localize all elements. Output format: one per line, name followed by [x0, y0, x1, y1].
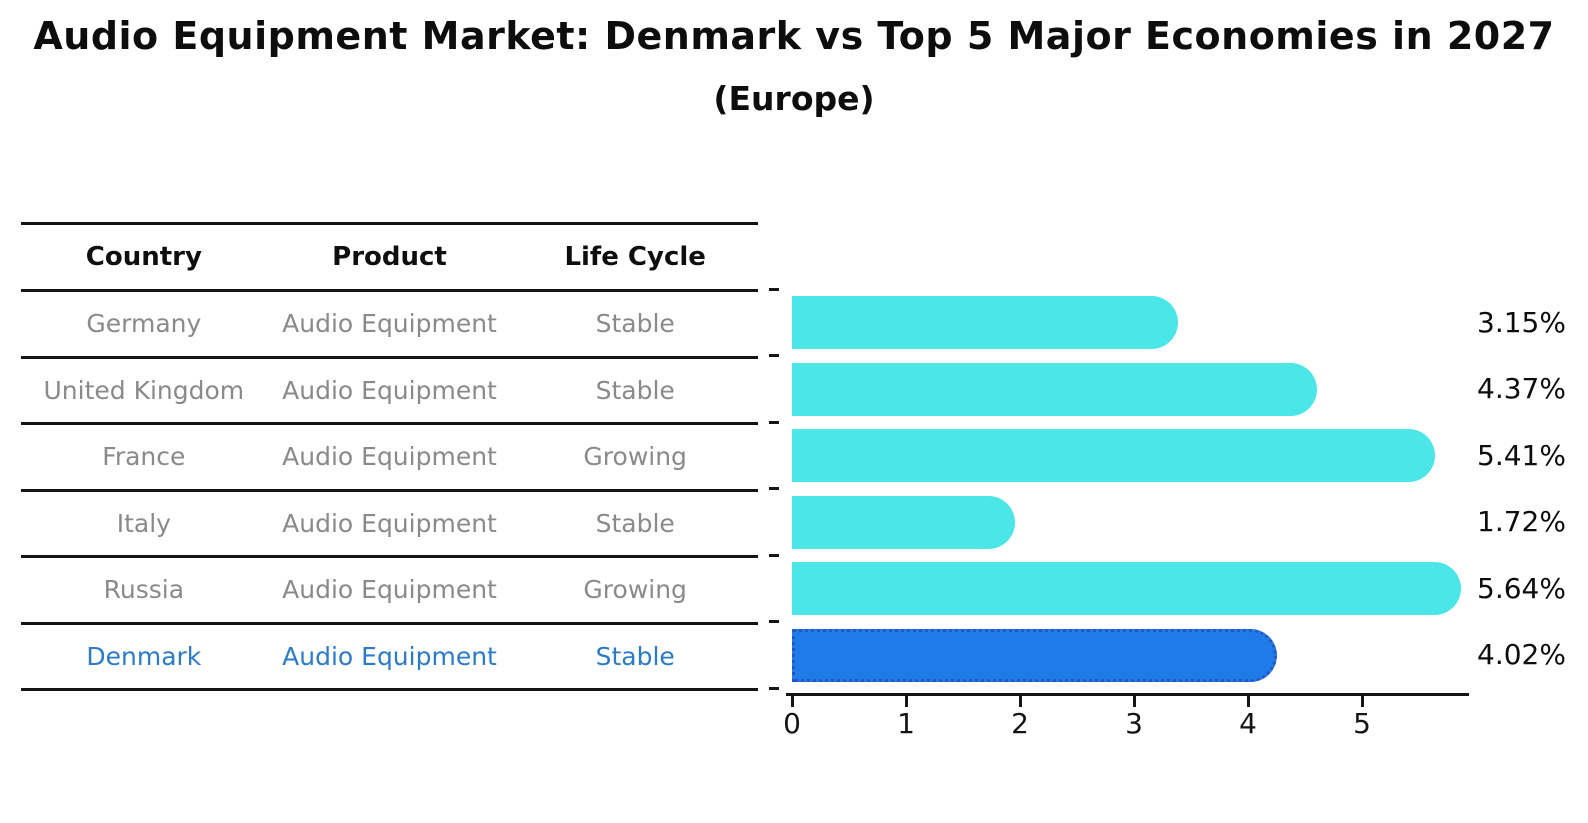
x-tick-3	[1132, 696, 1136, 707]
table-cell-country: Denmark	[86, 641, 202, 671]
table-header-cell-product: Product	[332, 242, 447, 272]
table-cell-country: Russia	[103, 575, 185, 605]
table-cell-life-cycle: Growing	[583, 575, 687, 605]
x-tick-label-1: 1	[897, 707, 915, 740]
chart-subtitle: (Europe)	[713, 79, 875, 118]
table-row-united-kingdom: United Kingdom Audio Equipment Stable	[21, 359, 758, 425]
x-tick-4	[1246, 696, 1250, 707]
table-header-cell-country: Country	[85, 242, 202, 272]
table-row-italy: Italy Audio Equipment Stable	[21, 492, 758, 558]
table-row-russia: Russia Audio Equipment Growing	[21, 558, 758, 625]
value-label-france: 5.41%	[1477, 438, 1566, 472]
table-cell-life-cycle: Stable	[595, 641, 675, 671]
table-cell-product: Audio Equipment	[282, 442, 497, 472]
bar-russia	[792, 562, 1462, 616]
x-tick-label-2: 2	[1011, 707, 1029, 740]
chart-title: Audio Equipment Market: Denmark vs Top 5…	[33, 14, 1555, 58]
value-label-united-kingdom: 4.37%	[1477, 372, 1566, 406]
bar-italy	[792, 495, 1015, 549]
table-cell-life-cycle: Stable	[595, 375, 675, 405]
x-tick-0	[790, 696, 794, 707]
table-cell-country: Germany	[86, 309, 202, 339]
table-row-denmark: Denmark Audio Equipment Stable	[21, 625, 758, 691]
table-cell-life-cycle: Growing	[583, 442, 687, 472]
table-header-row: Country Product Life Cycle	[21, 225, 758, 292]
x-tick-label-0: 0	[783, 707, 801, 740]
x-tick-2	[1018, 696, 1022, 707]
value-label-denmark: 4.02%	[1477, 638, 1566, 672]
x-tick-label-5: 5	[1353, 707, 1371, 740]
bar-denmark	[792, 628, 1277, 682]
value-label-italy: 1.72%	[1477, 505, 1566, 539]
table-cell-life-cycle: Stable	[595, 309, 675, 339]
x-tick-label-4: 4	[1239, 707, 1257, 740]
value-label-russia: 5.64%	[1477, 571, 1566, 605]
y-tick-6	[769, 686, 779, 690]
table-cell-country: United Kingdom	[43, 375, 245, 405]
x-axis-line	[786, 693, 1469, 696]
y-tick-4	[769, 553, 779, 557]
x-tick-1	[904, 696, 908, 707]
value-label-germany: 3.15%	[1477, 305, 1566, 339]
table-cell-country: Italy	[116, 508, 171, 538]
x-tick-label-3: 3	[1125, 707, 1143, 740]
table-row-france: France Audio Equipment Growing	[21, 425, 758, 492]
bar-france	[792, 429, 1436, 483]
comparison-table: Country Product Life Cycle Germany Audio Eq…	[21, 222, 758, 691]
y-tick-0	[769, 287, 779, 291]
bar-united-kingdom	[792, 362, 1317, 416]
y-tick-3	[769, 487, 779, 490]
table-cell-product: Audio Equipment	[282, 309, 497, 339]
y-tick-5	[769, 620, 779, 623]
table-header-cell-life-cycle: Life Cycle	[564, 242, 706, 272]
table-row-germany: Germany Audio Equipment Stable	[21, 292, 758, 359]
table-cell-life-cycle: Stable	[595, 508, 675, 538]
table-cell-product: Audio Equipment	[282, 375, 497, 405]
table-cell-product: Audio Equipment	[282, 508, 497, 538]
table-cell-product: Audio Equipment	[282, 575, 497, 605]
y-tick-2	[769, 420, 779, 424]
y-tick-1	[769, 354, 779, 357]
table-cell-product: Audio Equipment	[282, 641, 497, 671]
x-tick-5	[1360, 696, 1364, 707]
bar-germany	[792, 296, 1178, 350]
table-cell-country: France	[102, 442, 186, 472]
